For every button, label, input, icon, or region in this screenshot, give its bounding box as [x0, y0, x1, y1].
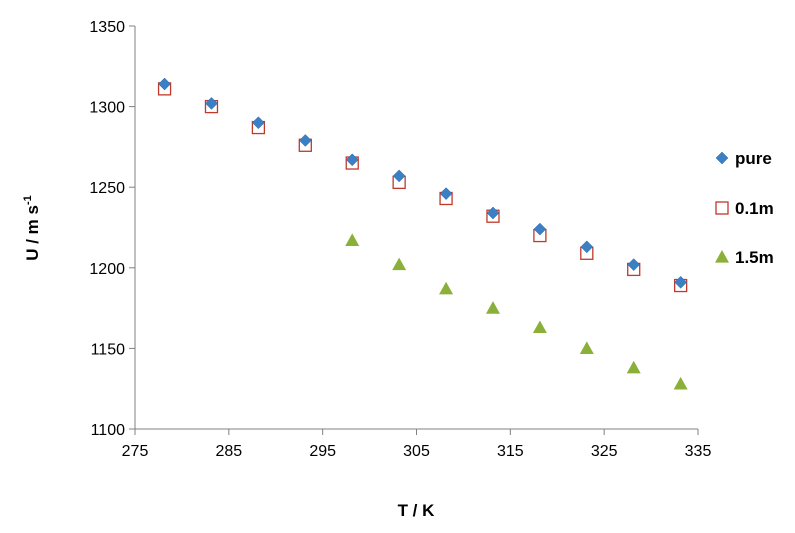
- data-point-1-5m: [439, 281, 454, 295]
- data-point-1-5m: [485, 301, 500, 314]
- data-marks: [157, 77, 688, 390]
- legend-label: 1.5m: [735, 248, 774, 267]
- data-point-1-5m: [392, 257, 407, 271]
- data-point-pure: [252, 116, 265, 130]
- data-point-pure: [674, 275, 687, 289]
- data-point-pure: [627, 258, 641, 271]
- y-axis-title: U / m s-1: [22, 195, 42, 261]
- data-point-pure: [486, 206, 500, 220]
- data-point-1-5m: [532, 320, 547, 334]
- x-tick-label: 325: [591, 443, 618, 460]
- data-point-pure: [205, 97, 218, 110]
- data-point-1-5m: [345, 233, 360, 246]
- data-point-pure: [392, 169, 406, 183]
- x-tick-label: 315: [497, 443, 524, 460]
- legend-marker: [715, 201, 729, 215]
- data-point-1-5m: [626, 360, 641, 374]
- y-axis-title-superscript: -1: [22, 195, 34, 205]
- y-tick-label: 1100: [91, 422, 126, 439]
- data-point-pure: [298, 134, 312, 147]
- y-axis-title-main: U / m s: [23, 205, 42, 261]
- data-point-pure: [439, 187, 453, 201]
- plot-area: [134, 26, 698, 430]
- data-point-pure: [345, 153, 359, 167]
- x-tick-label: 305: [403, 443, 430, 460]
- y-axis-ticks: 1100 1150 1200 1250 1300 1350: [89, 19, 135, 439]
- data-point-1-5m: [579, 341, 594, 354]
- x-axis-title: T / K: [398, 501, 436, 520]
- y-tick-label: 1250: [89, 180, 125, 197]
- y-tick-label: 1300: [89, 100, 125, 117]
- y-tick-label: 1200: [89, 261, 125, 278]
- data-point-pure: [580, 240, 594, 254]
- x-tick-label: 285: [215, 443, 242, 460]
- legend-label: pure: [735, 149, 772, 168]
- legend-marker: [715, 151, 729, 165]
- data-point-pure: [533, 222, 547, 236]
- x-tick-label: 295: [309, 443, 336, 460]
- y-tick-label: 1350: [89, 19, 125, 36]
- legend-label: 0.1m: [735, 199, 774, 218]
- x-tick-label: 275: [122, 443, 149, 460]
- legend-marker: [715, 250, 729, 263]
- legend: pure 0.1m 1.5m: [715, 149, 774, 267]
- data-point-pure: [158, 77, 171, 91]
- x-tick-label: 335: [685, 443, 712, 460]
- x-axis-ticks: 275 285 295 305 315 325 335: [122, 429, 712, 460]
- y-tick-label: 1150: [91, 341, 126, 358]
- data-point-1-5m: [673, 376, 688, 390]
